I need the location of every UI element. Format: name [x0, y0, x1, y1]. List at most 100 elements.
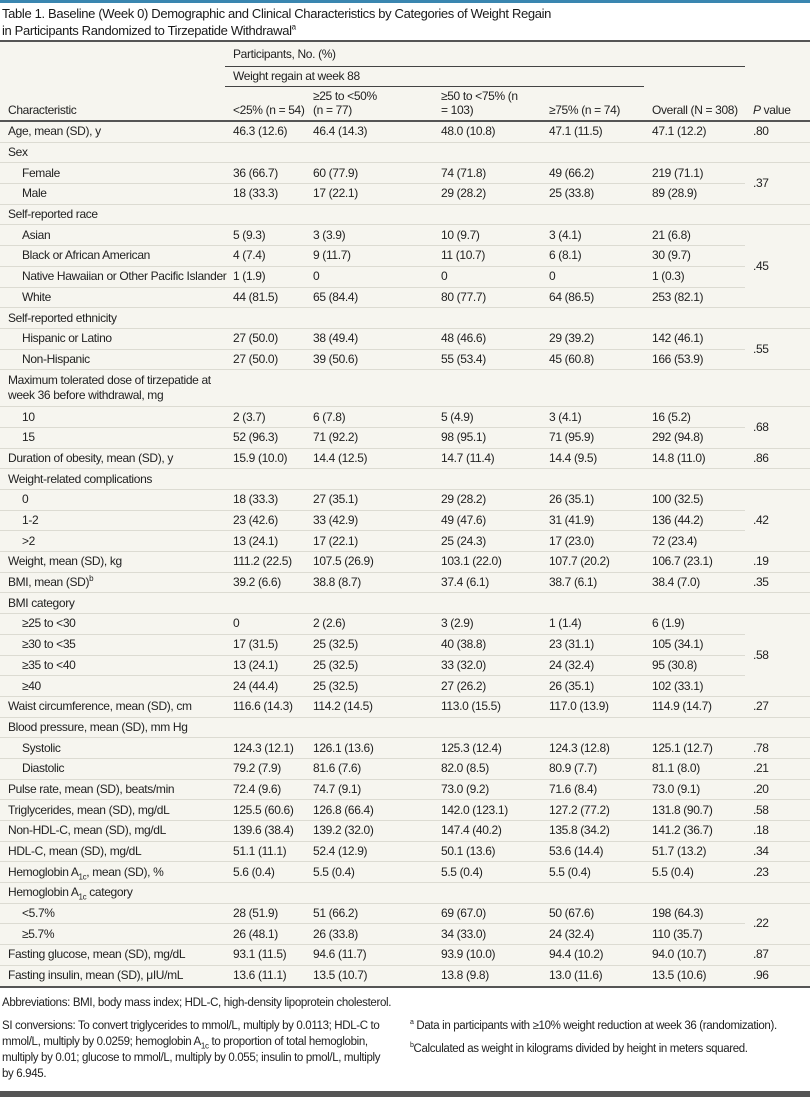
cell-value: 17 (23.0) [541, 530, 644, 552]
col-header-overall: Overall (N = 308) [644, 87, 745, 122]
table-row: Female 36 (66.7) 60 (77.9) 74 (71.8) 49 (66.… [0, 162, 810, 205]
table-section-row: Sex [0, 141, 810, 163]
cell-value: 5.6 (0.4) [225, 861, 305, 883]
row-label: Non-Hispanic [0, 348, 225, 370]
cell-value: 38.7 (6.1) [541, 571, 644, 593]
cell-value: 71 (92.2) [305, 426, 433, 449]
cell-value: 125.1 (12.7) [644, 737, 745, 759]
cell-value: 0 [541, 265, 644, 287]
cell-value: 29 (28.2) [433, 489, 541, 511]
table-row: 15 52 (96.3) 71 (92.2) 98 (95.1) 71 (95.9) 29… [0, 426, 810, 449]
abbreviations-note: Abbreviations: BMI, body mass index; HDL… [2, 996, 392, 1009]
table-section-row: Weight-related complications [0, 468, 810, 490]
row-label: ≥5.7% [0, 923, 225, 945]
cell-value: 3 (4.1) [541, 406, 644, 428]
cell-value: 13.8 (9.8) [433, 964, 541, 986]
cell-value: 38.4 (7.0) [644, 571, 745, 593]
cell-value: 5.5 (0.4) [644, 861, 745, 883]
cell-value: 13 (24.1) [225, 654, 305, 676]
row-label: Hispanic or Latino [0, 327, 225, 350]
cell-value: 3 (3.9) [305, 224, 433, 246]
row-label: Fasting glucose, mean (SD), mg/dL [0, 944, 225, 966]
cell-value: 38 (49.4) [305, 327, 433, 350]
p-value: .20 [745, 778, 810, 800]
cell-value: 48.0 (10.8) [433, 120, 541, 143]
cell-value: 18 (33.3) [225, 489, 305, 511]
footnote-a: a Data in participants with ≥10% weight … [410, 1018, 777, 1032]
p-value: .86 [745, 447, 810, 469]
cell-value: 37.4 (6.1) [433, 571, 541, 593]
cell-value: 65 (84.4) [305, 286, 433, 308]
table-row: Non-Hispanic 27 (50.0) 39 (50.6) 55 (53.4) 4… [0, 348, 810, 370]
cell-value: 17 (31.5) [225, 633, 305, 655]
footnotes-right: a Data in participants with ≥10% weight … [410, 995, 810, 1089]
cell-value: 39.2 (6.6) [225, 571, 305, 593]
table-row: White 44 (81.5) 65 (84.4) 80 (77.7) 64 (86.5… [0, 286, 810, 308]
table-row: Non-HDL-C, mean (SD), mg/dL 139.6 (38.4) 1… [0, 820, 810, 842]
cell-value: 102 (33.1) [644, 675, 745, 697]
cell-value: 93.9 (10.0) [433, 944, 541, 966]
cell-value: 16 (5.2) [644, 406, 745, 428]
cell-value: 11 (10.7) [433, 245, 541, 267]
cell-value: 27 (50.0) [225, 327, 305, 350]
cell-value: 94.6 (11.7) [305, 944, 433, 966]
p-value: .55 [745, 327, 810, 370]
col-header-characteristic: Characteristic [0, 87, 225, 122]
cell-value: 46.3 (12.6) [225, 120, 305, 143]
cell-value: 6 (1.9) [644, 613, 745, 635]
cell-value: 49 (47.6) [433, 509, 541, 531]
p-value: .78 [745, 737, 810, 759]
p-value: .45 [745, 224, 810, 308]
table-row: ≥30 to <35 17 (31.5) 25 (32.5) 40 (38.8) 23 … [0, 633, 810, 655]
weight-regain-header: Weight regain at week 88 [225, 67, 644, 87]
cell-value: 36 (66.7) [225, 162, 305, 184]
cell-value: 135.8 (34.2) [541, 820, 644, 842]
table-section-row: Hemoglobin A1c category [0, 882, 810, 904]
cell-value: 34 (33.0) [433, 923, 541, 945]
cell-value: 110 (35.7) [644, 923, 745, 945]
cell-value: 0 [225, 613, 305, 635]
cell-value: 27 (50.0) [225, 348, 305, 370]
cell-value: 51.7 (13.2) [644, 840, 745, 862]
cell-value: 64 (86.5) [541, 286, 644, 308]
cell-value: 147.4 (40.2) [433, 820, 541, 842]
col-header-lt25: <25% (n = 54) [225, 87, 305, 122]
table-row: Duration of obesity, mean (SD), y 15.9 (1… [0, 447, 810, 469]
cell-value: 95 (30.8) [644, 654, 745, 676]
cell-value: 47.1 (12.2) [644, 120, 745, 143]
col-header-p-value: P value [745, 87, 810, 122]
row-label: Blood pressure, mean (SD), mm Hg [0, 716, 225, 738]
col-header-50-75: ≥50 to <75% (n = 103) [433, 87, 541, 122]
p-value: .34 [745, 840, 810, 862]
cell-value: 60 (77.9) [305, 162, 433, 184]
cell-value: 38.8 (8.7) [305, 571, 433, 593]
row-label: Age, mean (SD), y [0, 120, 225, 143]
cell-value: 50 (67.6) [541, 902, 644, 924]
cell-value: 131.8 (90.7) [644, 799, 745, 821]
title-line-2: in Participants Randomized to Tirzepatid… [2, 23, 292, 38]
cell-value: 25 (32.5) [305, 675, 433, 697]
cell-value: 30 (9.7) [644, 245, 745, 267]
table-row: <5.7% 28 (51.9) 51 (66.2) 69 (67.0) 50 (67.6… [0, 902, 810, 945]
row-label: Black or African American [0, 245, 225, 267]
row-label: Non-HDL-C, mean (SD), mg/dL [0, 820, 225, 842]
bottom-rule [0, 1090, 810, 1097]
cell-value: 13.5 (10.6) [644, 964, 745, 986]
cell-value: 26 (48.1) [225, 923, 305, 945]
cell-value: 13.0 (11.6) [541, 964, 644, 986]
cell-value: 33 (32.0) [433, 654, 541, 676]
cell-value: 55 (53.4) [433, 348, 541, 370]
row-label: Maximum tolerated dose of tirzepatide at… [0, 369, 225, 407]
row-label: 0 [0, 489, 225, 511]
cell-value: 26 (35.1) [541, 489, 644, 511]
table-section-row: Self-reported race [0, 203, 810, 225]
table-section-row: Self-reported ethnicity [0, 307, 810, 329]
col-header-ge75: ≥75% (n = 74) [541, 87, 644, 122]
table-row: ≥5.7% 26 (48.1) 26 (33.8) 34 (33.0) 24 (32.4… [0, 923, 810, 945]
row-label: ≥40 [0, 675, 225, 697]
cell-value: 103.1 (22.0) [433, 551, 541, 573]
cell-value: 5 (4.9) [433, 406, 541, 428]
table-row: >2 13 (24.1) 17 (22.1) 25 (24.3) 17 (23.0) 72… [0, 530, 810, 552]
row-label: Self-reported ethnicity [0, 307, 225, 329]
cell-value: 26 (35.1) [541, 675, 644, 697]
